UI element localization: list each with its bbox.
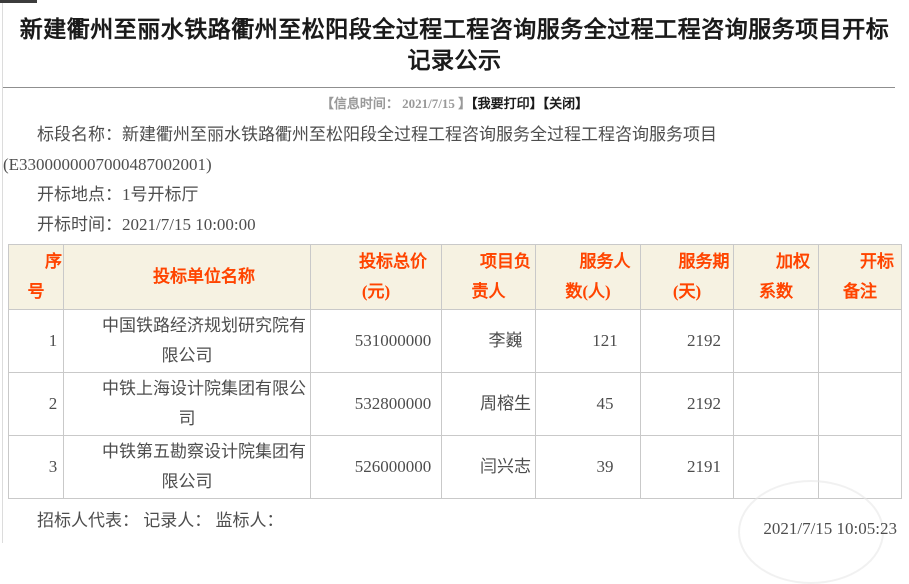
table-cell: 45 (535, 372, 641, 436)
table-cell: 2192 (640, 372, 734, 436)
table-cell: 闫兴志 (441, 435, 536, 499)
table-row: 1 中国铁路经济规划研究院有限公司 531000000 李巍 121 2192 (8, 309, 902, 373)
table-cell (733, 309, 819, 373)
table-cell (818, 309, 902, 373)
table-cell: 周榕生 (441, 372, 536, 436)
table-cell: 3 (8, 435, 64, 499)
table-cell (818, 435, 902, 499)
print-button[interactable]: 【我要打印】 (471, 96, 543, 111)
print-timestamp: 2021/7/15 10:05:23 (763, 519, 897, 538)
bid-record-table: 序号 投标单位名称 投标总价(元) 项目负责人 服务人数(人) 服务期(天) 加权系数 开标备… (8, 244, 902, 499)
table-cell: 2191 (640, 435, 734, 499)
column-header: 序号 (8, 244, 64, 310)
column-header: 加权系数 (733, 244, 819, 310)
table-cell: 2192 (640, 309, 734, 373)
table-cell: 李巍 (441, 309, 536, 373)
page-left-border (2, 0, 3, 543)
info-time-label: 【信息时间： 2021/7/15 】 (320, 96, 472, 111)
section-name-line: 标段名称：新建衢州至丽水铁路衢州至松阳段全过程工程咨询服务全过程工程咨询服务项目… (3, 125, 717, 174)
signer-line: 招标人代表： 记录人： 监标人： (37, 511, 284, 530)
table-cell: 2 (8, 372, 64, 436)
table-cell: 中铁上海设计院集团有限公司 (63, 372, 311, 436)
column-header: 开标备注 (818, 244, 902, 310)
table-cell: 531000000 (310, 309, 442, 373)
table-header-row: 序号 投标单位名称 投标总价(元) 项目负责人 服务人数(人) 服务期(天) 加权系数 开标备… (8, 244, 902, 310)
table-row: 2 中铁上海设计院集团有限公司 532800000 周榕生 45 2192 (8, 372, 902, 436)
table-cell (733, 372, 819, 436)
column-header: 服务人数(人) (535, 244, 641, 310)
table-cell: 121 (535, 309, 641, 373)
table-cell (733, 435, 819, 499)
table-cell: 532800000 (310, 372, 442, 436)
table-body: 1 中国铁路经济规划研究院有限公司 531000000 李巍 121 2192 2 中铁上海设… (8, 309, 902, 499)
table-cell: 1 (8, 309, 64, 373)
column-header: 投标总价(元) (310, 244, 442, 310)
page-title: 新建衢州至丽水铁路衢州至松阳段全过程工程咨询服务全过程工程咨询服务项目开标记录公… (19, 17, 890, 73)
column-header: 服务期(天) (640, 244, 734, 310)
title-divider (3, 87, 895, 88)
table-cell: 中国铁路经济规划研究院有限公司 (63, 309, 311, 373)
table-cell (818, 372, 902, 436)
open-location-line: 开标地点：1号开标厅 (37, 185, 199, 204)
table-cell: 39 (535, 435, 641, 499)
info-bar: 【信息时间： 2021/7/15 】【我要打印】【关闭】 (0, 88, 909, 116)
column-header: 投标单位名称 (63, 244, 311, 310)
column-header: 项目负责人 (441, 244, 536, 310)
table-cell: 中铁第五勘察设计院集团有限公司 (63, 435, 311, 499)
top-edge-strip (0, 0, 37, 3)
close-button[interactable]: 【关闭】 (542, 96, 589, 111)
bid-details: 标段名称：新建衢州至丽水铁路衢州至松阳段全过程工程咨询服务全过程工程咨询服务项目… (0, 116, 909, 240)
table-row: 3 中铁第五勘察设计院集团有限公司 526000000 闫兴志 39 2191 (8, 435, 902, 499)
table-cell: 526000000 (310, 435, 442, 499)
open-time-line: 开标时间：2021/7/15 10:00:00 (37, 215, 256, 234)
